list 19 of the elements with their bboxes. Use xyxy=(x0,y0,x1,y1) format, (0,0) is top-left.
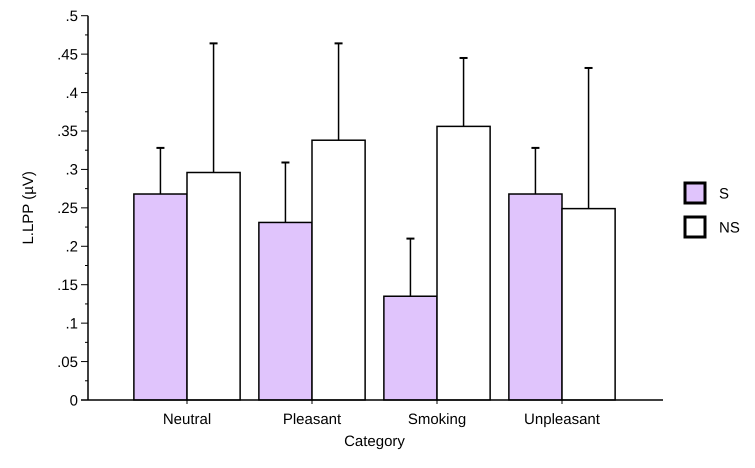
y-axis-title: L.LPP (µV) xyxy=(20,171,37,245)
y-tick-label: .1 xyxy=(65,315,78,332)
y-tick-label: .05 xyxy=(57,354,78,371)
y-tick-label: .15 xyxy=(57,276,78,294)
y-tick-label: .35 xyxy=(57,123,78,140)
y-tick-label: 0 xyxy=(70,392,78,410)
y-tick-label: .45 xyxy=(57,46,78,64)
legend-label: S xyxy=(719,185,730,202)
x-tick-label: Smoking xyxy=(408,411,466,428)
x-axis-title: Category xyxy=(344,433,406,450)
legend-label: NS xyxy=(719,219,740,236)
y-tick-label: .3 xyxy=(65,162,78,179)
y-tick-label: .5 xyxy=(65,8,78,25)
x-tick-label: Unpleasant xyxy=(524,411,601,428)
y-tick-label: .25 xyxy=(57,200,78,218)
x-tick-label: Pleasant xyxy=(282,411,342,428)
x-tick-label: Neutral xyxy=(162,411,212,428)
y-tick-label: .4 xyxy=(65,84,78,102)
y-tick-label: .2 xyxy=(65,238,78,256)
